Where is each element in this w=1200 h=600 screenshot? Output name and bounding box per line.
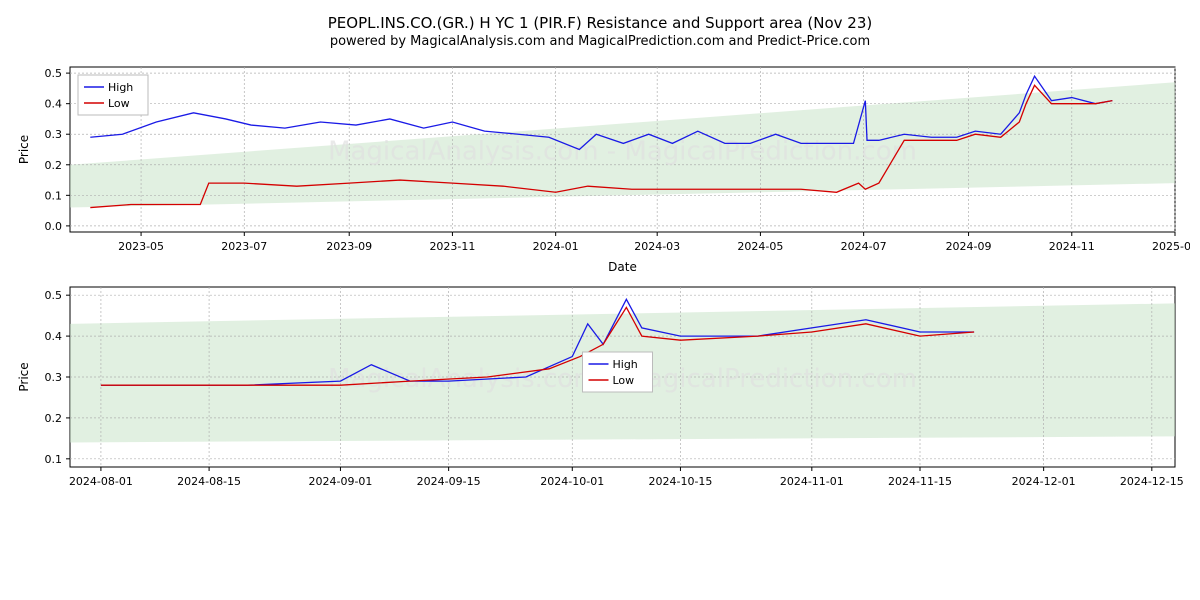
svg-text:2024-12-01: 2024-12-01 [1012, 475, 1076, 488]
svg-text:2025-01: 2025-01 [1152, 240, 1190, 253]
svg-text:Date: Date [608, 260, 637, 274]
svg-text:0.0: 0.0 [45, 220, 63, 233]
svg-text:0.1: 0.1 [45, 189, 63, 202]
svg-text:2024-07: 2024-07 [841, 240, 887, 253]
svg-text:0.3: 0.3 [45, 128, 63, 141]
svg-text:0.1: 0.1 [45, 453, 63, 466]
svg-text:0.3: 0.3 [45, 371, 63, 384]
svg-text:2024-08-15: 2024-08-15 [177, 475, 241, 488]
svg-text:2024-03: 2024-03 [634, 240, 680, 253]
chart-title: PEOPL.INS.CO.(GR.) H YC 1 (PIR.F) Resist… [10, 14, 1190, 32]
svg-text:2023-05: 2023-05 [118, 240, 164, 253]
svg-text:0.2: 0.2 [45, 412, 63, 425]
chart-1: 0.0 0.1 0.2 0.3 0.4 0.5 2023-05 2023-07 2023-09 2… [10, 57, 1190, 277]
svg-text:0.4: 0.4 [45, 98, 63, 111]
svg-text:0.5: 0.5 [45, 289, 63, 302]
svg-text:MagicalAnalysis.com - MagicalP: MagicalAnalysis.com - MagicalPrediction.… [328, 137, 917, 167]
svg-text:2024-09-15: 2024-09-15 [417, 475, 481, 488]
svg-text:2024-05: 2024-05 [737, 240, 783, 253]
chart-2: 0.1 0.2 0.3 0.4 0.5 2024-08-01 2024-08-15 2024-… [10, 277, 1190, 512]
svg-text:Low: Low [613, 374, 635, 387]
svg-text:2023-11: 2023-11 [429, 240, 475, 253]
svg-text:2024-12-15: 2024-12-15 [1120, 475, 1184, 488]
chart-subtitle: powered by MagicalAnalysis.com and Magic… [10, 34, 1190, 49]
svg-text:2024-09: 2024-09 [946, 240, 992, 253]
svg-text:0.4: 0.4 [45, 330, 63, 343]
svg-text:2024-11-01: 2024-11-01 [780, 475, 844, 488]
svg-text:2024-01: 2024-01 [533, 240, 579, 253]
svg-text:2024-09-01: 2024-09-01 [308, 475, 372, 488]
svg-text:High: High [108, 81, 133, 94]
svg-text:Price: Price [17, 135, 31, 164]
svg-text:2024-10-01: 2024-10-01 [540, 475, 604, 488]
svg-text:2024-08-01: 2024-08-01 [69, 475, 133, 488]
svg-text:High: High [613, 358, 638, 371]
svg-text:2024-10-15: 2024-10-15 [648, 475, 712, 488]
svg-text:2024-11: 2024-11 [1049, 240, 1095, 253]
svg-text:Low: Low [108, 97, 130, 110]
svg-text:2024-11-15: 2024-11-15 [888, 475, 952, 488]
svg-text:0.2: 0.2 [45, 159, 63, 172]
svg-text:2023-09: 2023-09 [326, 240, 372, 253]
svg-text:0.5: 0.5 [45, 67, 63, 80]
svg-text:Price: Price [17, 362, 31, 391]
svg-text:2023-07: 2023-07 [221, 240, 267, 253]
